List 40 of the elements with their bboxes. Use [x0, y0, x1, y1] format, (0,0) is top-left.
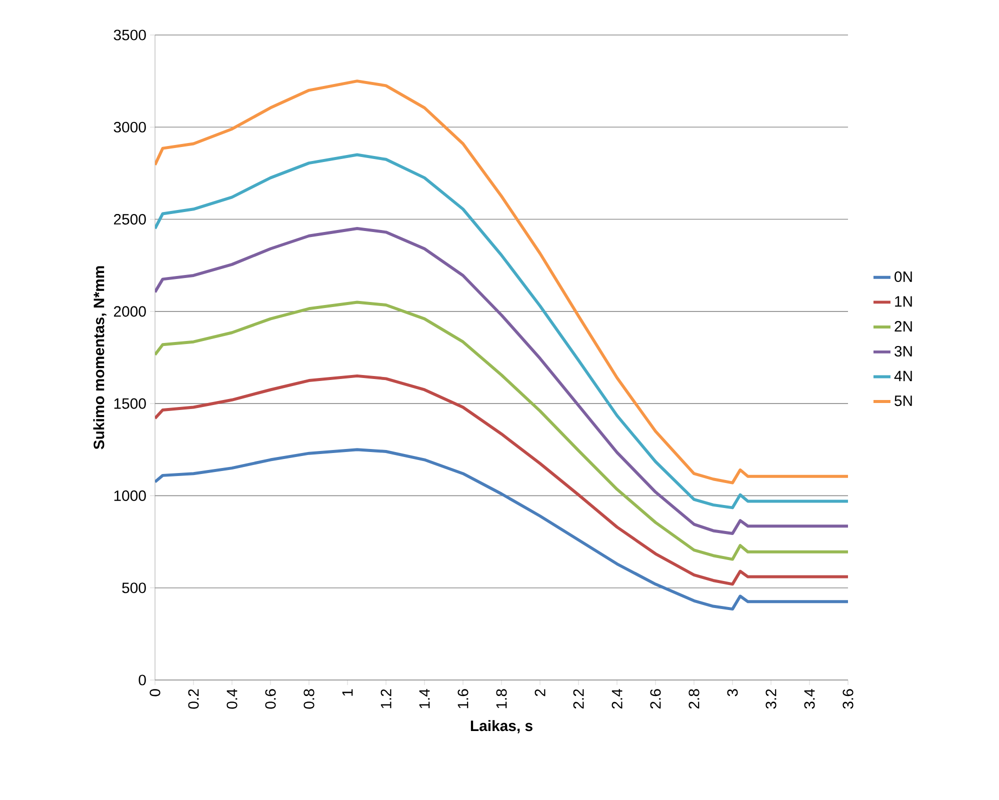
line-series: [155, 227, 848, 535]
y-tick-label: 500: [122, 582, 146, 594]
x-tick-label: 0: [150, 689, 160, 696]
line-series: [155, 80, 848, 484]
x-tick-label: 3.2: [766, 689, 776, 709]
x-tick-label: 1: [342, 689, 353, 696]
y-tick-label: 0: [138, 674, 146, 686]
y-tick-label: 3500: [114, 30, 146, 40]
legend-label: 1N: [895, 296, 912, 307]
legend-label: 4N: [894, 370, 912, 382]
y-axis-title: Sukimo momentas, N*mm: [93, 266, 106, 450]
x-tick-label: 3.6: [842, 689, 854, 709]
x-tick-label: 0.6: [265, 689, 276, 709]
x-tick-label: 1.6: [458, 689, 468, 708]
y-tick-label: 1500: [114, 398, 146, 409]
y-tick-label: 2500: [114, 214, 146, 225]
y-tick-label: 2000: [114, 306, 146, 317]
legend-label: 3N: [894, 346, 912, 357]
x-tick-label: 2.8: [688, 689, 700, 709]
y-tick-label: 3000: [114, 122, 146, 132]
line-series: [155, 153, 848, 510]
line-series: [155, 300, 848, 561]
x-tick-label: 1.8: [496, 689, 507, 708]
x-tick-label: 1.2: [380, 689, 392, 708]
x-tick-label: 3.4: [804, 688, 815, 709]
x-tick-label: 2: [534, 689, 546, 696]
x-tick-label: 3: [727, 689, 738, 696]
x-axis-title: Laikas, s: [470, 720, 532, 734]
x-tick-label: 1.4: [419, 688, 430, 708]
y-tick-label: 1000: [114, 490, 146, 501]
x-tick-label: 0.2: [188, 689, 199, 709]
x-tick-label: 2.4: [612, 688, 622, 709]
x-tick-label: 2.6: [650, 689, 661, 709]
line-series: [155, 374, 848, 586]
x-tick-label: 0.8: [304, 689, 314, 709]
legend-label: 2N: [894, 321, 912, 332]
legend-label: 0N: [894, 271, 912, 282]
x-tick-label: 2.2: [573, 689, 584, 709]
x-tick-label: 0.4: [226, 688, 238, 709]
legend-label: 5N: [894, 396, 912, 406]
